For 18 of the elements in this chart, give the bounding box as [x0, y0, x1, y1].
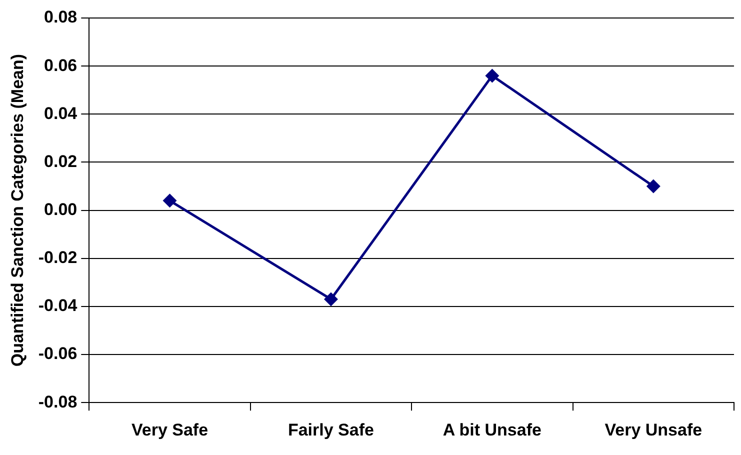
- y-tick-label: -0.04: [38, 296, 78, 316]
- x-tick-label: Very Safe: [131, 420, 208, 440]
- y-tick-label: 0.08: [44, 8, 78, 27]
- point: [646, 179, 660, 194]
- x-tick-label: Fairly Safe: [288, 420, 374, 440]
- point: [162, 194, 177, 208]
- y-tick-label: -0.06: [38, 344, 78, 364]
- y-tick-label: -0.08: [38, 392, 78, 412]
- y-axis-title: Quantified Sanction Categories (Mean): [8, 54, 27, 367]
- y-tick-label: 0.06: [44, 56, 78, 75]
- y-tick-label: 0.00: [44, 200, 78, 219]
- y-tick-label: -0.02: [38, 248, 78, 268]
- x-tick-label: Very Unsafe: [604, 420, 702, 440]
- point: [485, 68, 500, 83]
- y-tick-label: 0.04: [44, 104, 78, 123]
- x-tick-label: A bit Unsafe: [442, 420, 542, 440]
- y-tick-label: 0.02: [44, 152, 78, 171]
- point: [324, 292, 338, 306]
